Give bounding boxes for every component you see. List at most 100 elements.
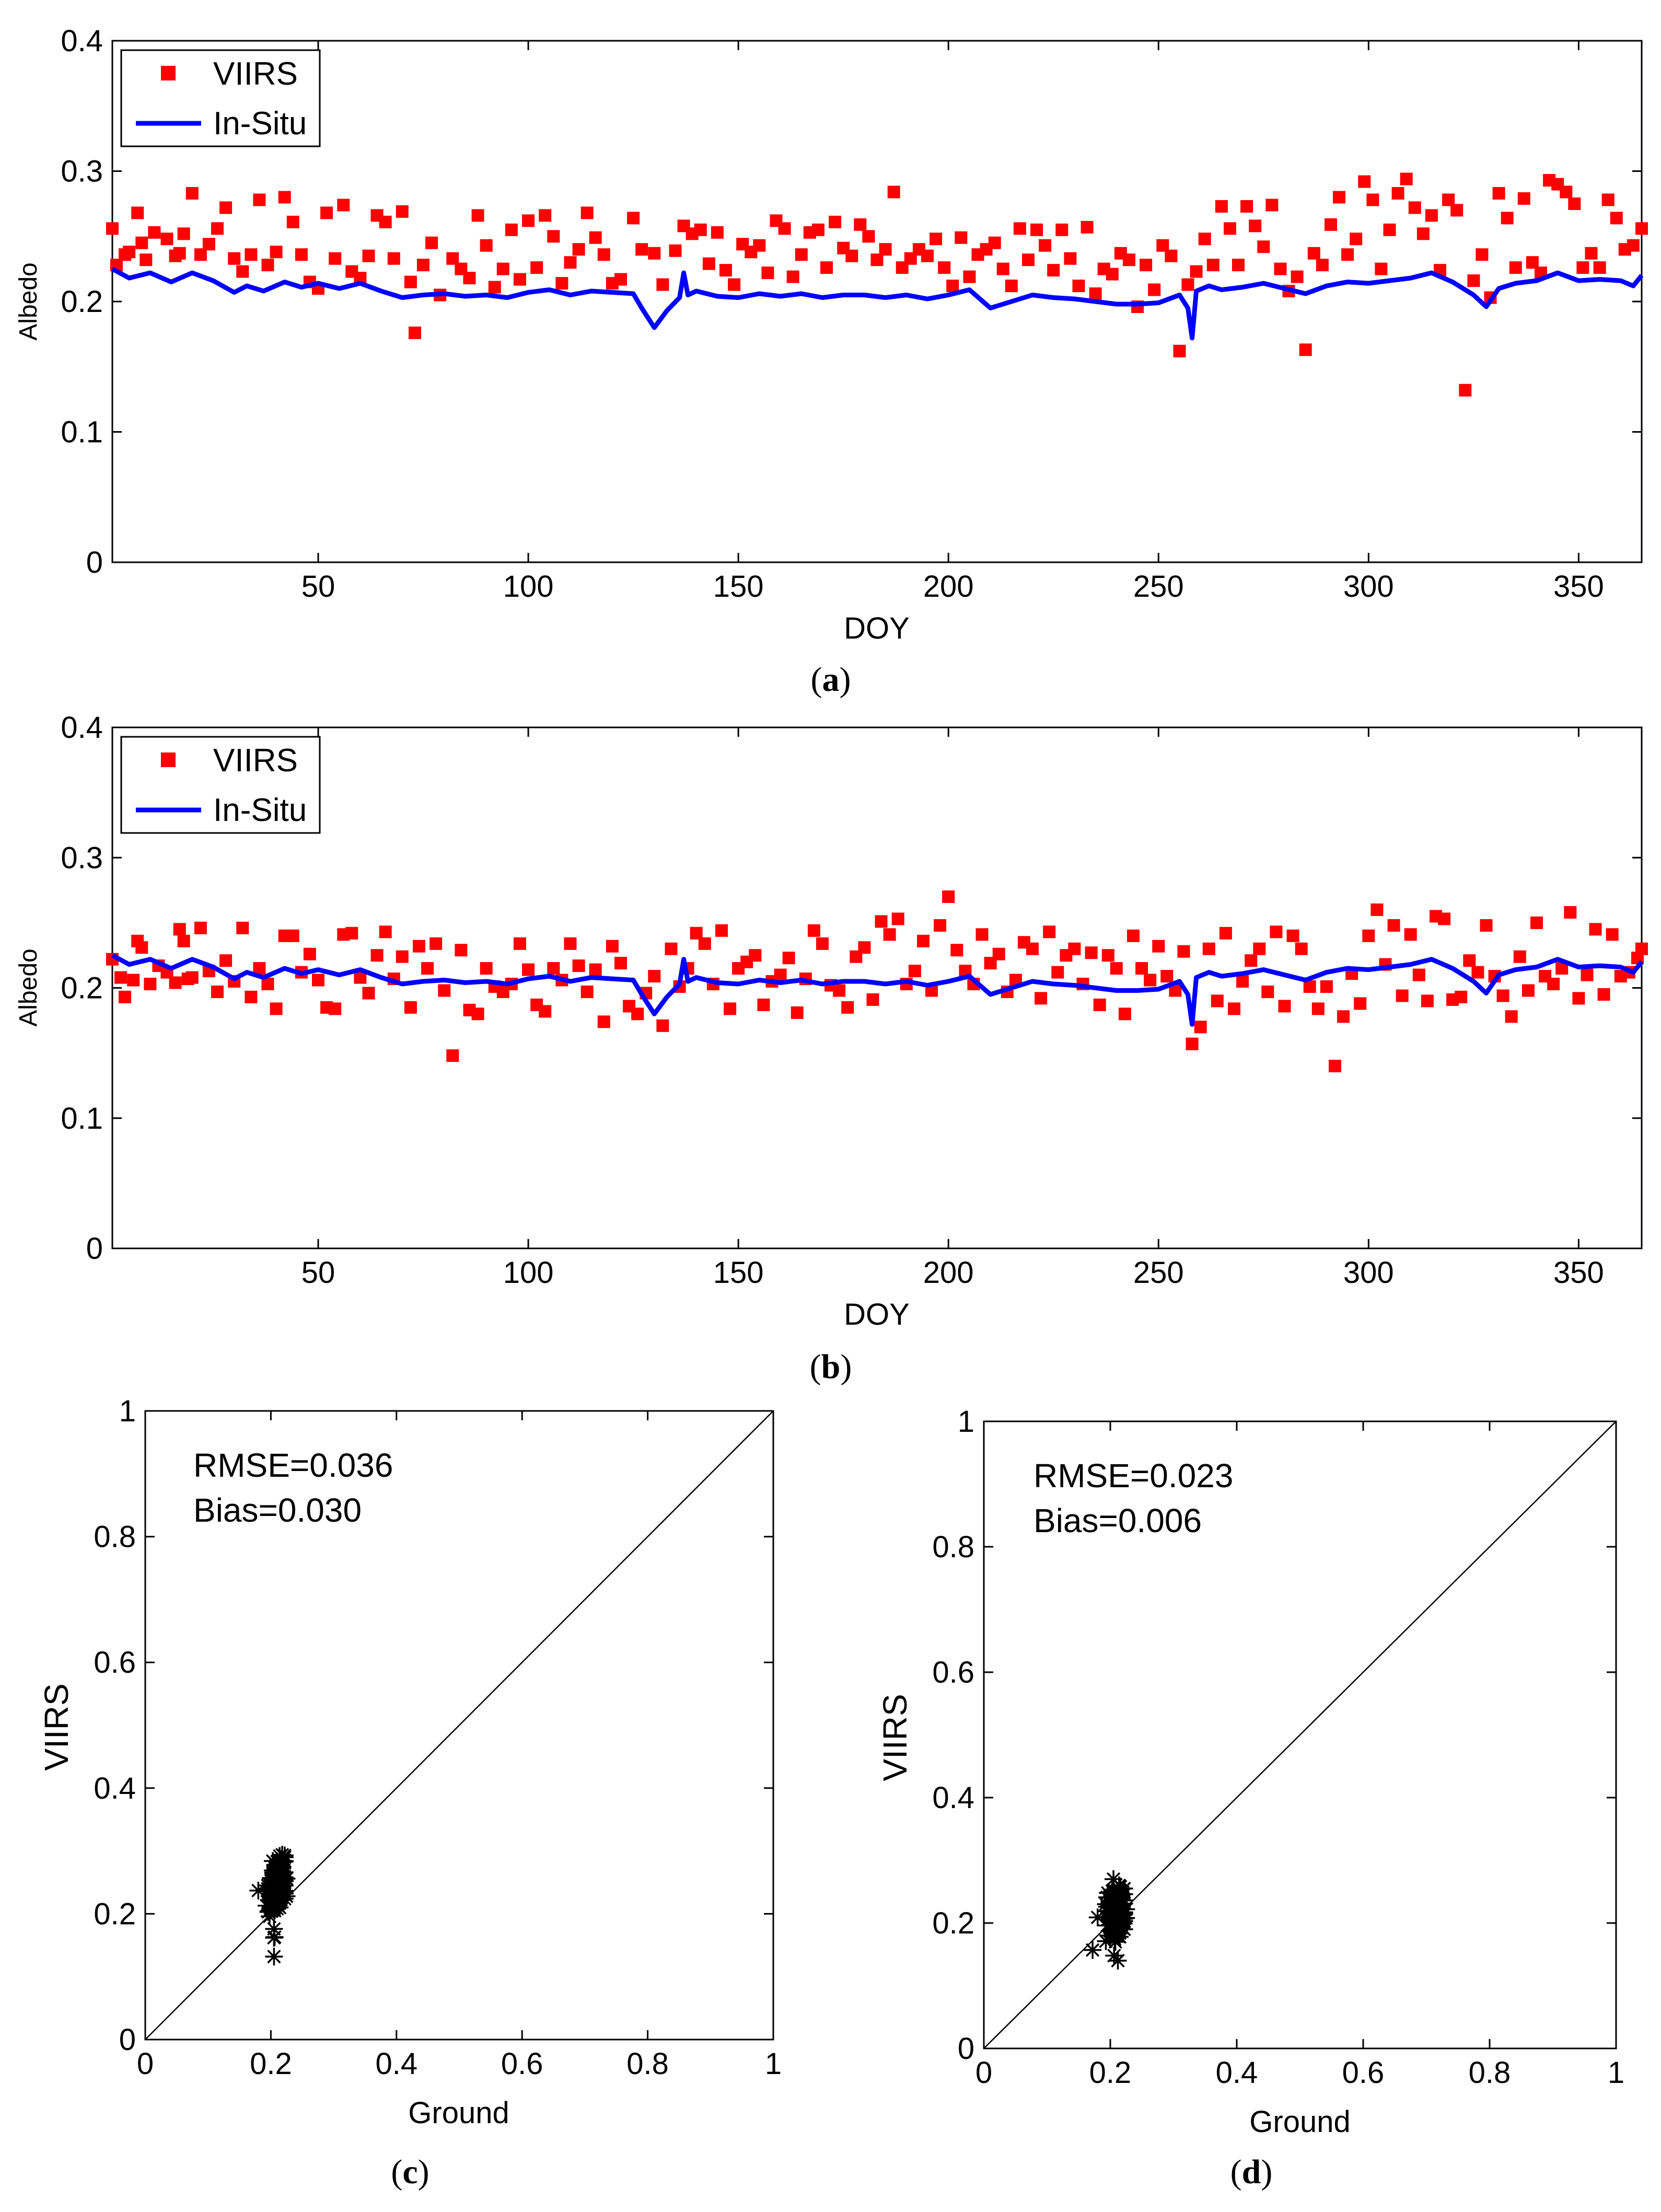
- a-y-tick-label: 0.2: [61, 285, 103, 319]
- a-viirs-point: [140, 253, 153, 267]
- a-viirs-point: [728, 278, 741, 291]
- panel-d: 0 0.2 0.4 0.6 0.8 1 0 0.2 0.4 0.6 0.8 1 RMSE=0.023…: [876, 1405, 1624, 2191]
- a-y-tick-label: 0.1: [61, 415, 103, 449]
- b-viirs-point: [749, 949, 762, 962]
- a-viirs-point: [1055, 223, 1068, 236]
- b-viirs-point: [1412, 968, 1425, 981]
- b-viirs-point: [1085, 946, 1098, 959]
- a-viirs-point: [648, 247, 661, 260]
- b-viirs-point: [833, 984, 846, 997]
- panel-d-rmse-annotation: RMSE=0.023: [1033, 1457, 1233, 1495]
- a-viirs-point: [921, 249, 934, 262]
- a-viirs-point: [211, 222, 224, 235]
- a-viirs-point: [387, 252, 400, 265]
- a-viirs-point: [669, 244, 682, 257]
- b-viirs-point: [312, 974, 324, 987]
- b-viirs-point: [1202, 942, 1215, 955]
- b-viirs-point: [522, 963, 535, 976]
- c-x-tick-label: 0.6: [501, 2047, 543, 2081]
- b-viirs-point: [345, 927, 358, 940]
- a-viirs-point: [1459, 384, 1472, 397]
- b-viirs-point: [446, 1049, 459, 1062]
- a-viirs-point: [245, 248, 258, 261]
- a-viirs-point: [471, 209, 484, 222]
- a-viirs-point: [463, 272, 476, 285]
- c-y-tick-label: 0.4: [94, 1771, 136, 1805]
- b-viirs-point: [606, 940, 619, 953]
- a-viirs-point: [845, 249, 858, 262]
- a-viirs-point: [988, 236, 1001, 249]
- b-viirs-point: [169, 976, 182, 989]
- a-viirs-point: [862, 230, 875, 243]
- a-y-tick-label: 0.3: [61, 155, 103, 189]
- b-viirs-point: [1471, 966, 1484, 979]
- b-viirs-point: [1303, 980, 1316, 993]
- a-viirs-point: [1366, 193, 1379, 206]
- a-viirs-point: [719, 264, 732, 277]
- b-viirs-point: [1177, 945, 1190, 958]
- a-x-tick-label: 200: [923, 570, 974, 604]
- a-viirs-point: [955, 231, 968, 244]
- a-viirs-point: [404, 275, 417, 288]
- a-viirs-point: [547, 230, 560, 243]
- b-viirs-point: [917, 934, 930, 947]
- b-viirs-point: [303, 947, 316, 960]
- b-y-tick-label: 0.1: [61, 1102, 103, 1136]
- a-viirs-point: [1325, 218, 1337, 231]
- a-viirs-point: [1148, 283, 1161, 296]
- panel-a: 50 100 150 200 250 300 350 0 0.1 0.2 0.3 0.4 DOY A…: [15, 24, 1648, 699]
- b-viirs-point: [698, 937, 711, 950]
- b-viirs-point: [1236, 975, 1249, 988]
- c-scatter-point: [259, 1903, 277, 1921]
- a-viirs-point: [963, 270, 976, 283]
- a-viirs-point: [270, 246, 283, 259]
- b-viirs-point: [934, 919, 947, 932]
- b-viirs-point: [362, 987, 375, 1000]
- panel-b-y-axis-label: Albedo: [15, 948, 42, 1026]
- b-viirs-point: [724, 1002, 737, 1015]
- a-viirs-point: [938, 261, 951, 274]
- b-viirs-point: [1186, 1037, 1199, 1050]
- a-viirs-point: [1467, 274, 1480, 287]
- panel-c-bias-annotation: Bias=0.030: [193, 1491, 362, 1529]
- b-viirs-point: [1597, 988, 1610, 1001]
- b-viirs-point: [891, 912, 904, 925]
- b-viirs-point: [908, 965, 921, 978]
- a-viirs-point: [702, 257, 715, 270]
- b-viirs-point: [1160, 970, 1174, 983]
- d-y-tick-label: 0.8: [932, 1530, 974, 1564]
- panel-d-y-axis-label: VIIRS: [876, 1694, 914, 1781]
- b-viirs-point: [1043, 925, 1056, 939]
- a-viirs-point: [135, 236, 148, 249]
- b-viirs-point: [950, 944, 963, 957]
- b-viirs-point: [413, 940, 425, 953]
- b-viirs-point: [1589, 923, 1602, 936]
- a-viirs-point: [1400, 172, 1413, 186]
- a-viirs-point: [228, 252, 241, 265]
- a-viirs-point: [778, 222, 791, 235]
- a-viirs-point: [1081, 221, 1094, 234]
- d-y-tick-label: 0: [958, 2032, 974, 2066]
- b-viirs-point: [791, 1006, 804, 1019]
- b-viirs-point: [127, 974, 140, 987]
- b-viirs-point: [580, 986, 594, 998]
- a-viirs-point: [131, 206, 144, 219]
- a-viirs-point: [1593, 261, 1606, 274]
- a-viirs-point: [1601, 193, 1614, 206]
- a-viirs-point: [1375, 262, 1388, 275]
- a-viirs-point: [614, 273, 627, 286]
- b-viirs-point: [1118, 1007, 1131, 1021]
- panel-d-caption: (d): [1230, 2153, 1273, 2191]
- a-viirs-point: [1257, 240, 1270, 253]
- b-viirs-point: [1026, 942, 1039, 955]
- a-viirs-point: [1492, 187, 1505, 200]
- a-x-tick-label: 50: [301, 570, 335, 604]
- a-viirs-point: [1039, 239, 1052, 252]
- b-viirs-point: [1295, 942, 1308, 955]
- a-viirs-point: [811, 223, 824, 236]
- a-viirs-point: [555, 277, 568, 290]
- b-viirs-point: [1101, 949, 1114, 962]
- b-viirs-point: [396, 950, 409, 963]
- a-viirs-point: [711, 226, 724, 239]
- b-viirs-point: [1547, 978, 1560, 990]
